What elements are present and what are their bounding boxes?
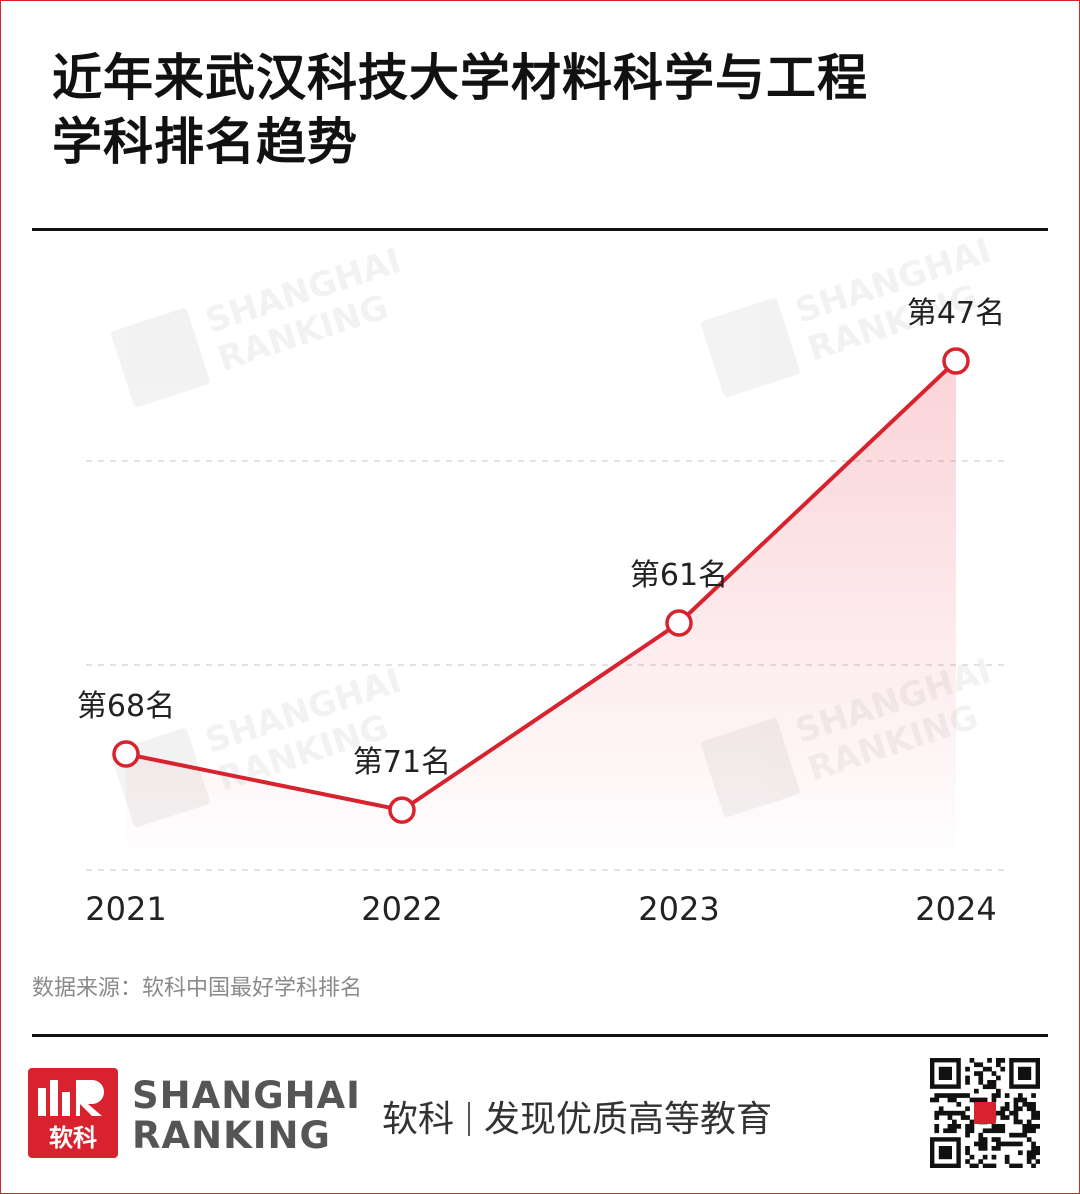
- brand-wordmark: SHANGHAI RANKING: [132, 1076, 361, 1156]
- logo-cn-text: 软科: [49, 1124, 97, 1152]
- x-tick-label: 2024: [915, 890, 996, 928]
- slogan-brand: 软科: [382, 1099, 455, 1140]
- data-source-note: 数据来源：软科中国最好学科排名: [32, 976, 363, 1001]
- ranking-line-chart: SHANGHAIRANKINGSHANGHAIRANKINGSHANGHAIRA…: [77, 232, 1005, 928]
- qr-code-icon: [930, 1058, 1040, 1168]
- x-tick-label: 2023: [638, 890, 719, 928]
- series-line: [125, 359, 958, 813]
- brand-line-1: SHANGHAI: [132, 1074, 361, 1117]
- watermark-logo-icon: [111, 308, 210, 408]
- slogan-separator: [468, 1102, 471, 1136]
- data-point: [112, 740, 140, 768]
- title-line-2: 学科排名趋势: [52, 113, 358, 171]
- data-label: 第68名: [77, 689, 175, 724]
- watermark-logo-icon: [701, 298, 800, 398]
- shanghairanking-logo-icon: 软科: [28, 1068, 118, 1158]
- data-label: 第47名: [907, 296, 1005, 331]
- data-label: 第71名: [353, 745, 451, 780]
- title-line-1: 近年来武汉科技大学材料科学与工程: [52, 49, 868, 107]
- slogan-text: 发现优质高等教育: [484, 1099, 773, 1140]
- x-tick-label: 2021: [85, 890, 166, 928]
- data-point: [942, 347, 970, 375]
- page-title: 近年来武汉科技大学材料科学与工程 学科排名趋势: [52, 46, 1032, 174]
- data-point: [388, 796, 416, 824]
- slogan: 软科 发现优质高等教育: [382, 1090, 772, 1142]
- data-label: 第61名: [630, 558, 728, 593]
- x-tick-label: 2022: [361, 890, 442, 928]
- brand-line-2: RANKING: [132, 1114, 331, 1157]
- data-point: [665, 609, 693, 637]
- area-fill: [126, 361, 956, 870]
- bottom-divider: [32, 1034, 1048, 1037]
- top-divider: [32, 228, 1048, 231]
